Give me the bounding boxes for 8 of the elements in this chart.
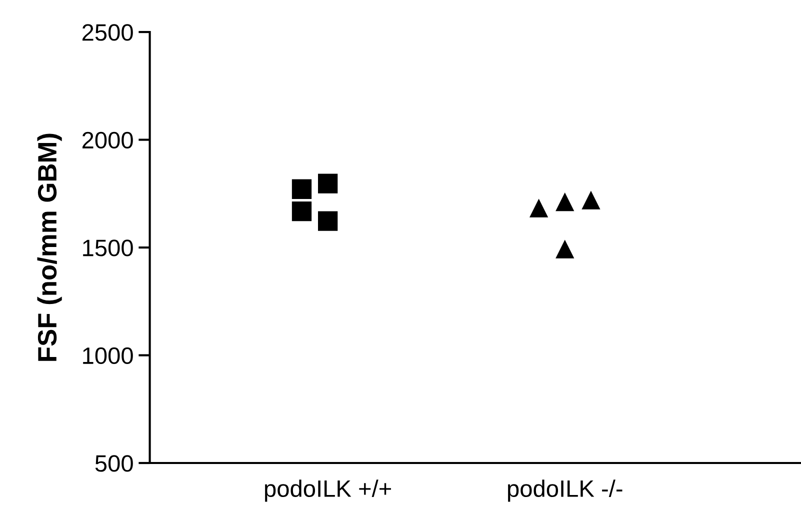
x-tick-label: podoILK -/- xyxy=(508,480,622,502)
y-tick-label: 1000 xyxy=(83,347,133,364)
y-tick-label: 500 xyxy=(95,455,133,472)
y-tick-label: 2500 xyxy=(82,24,133,41)
y-axis-title: FSF (no/mm GBM) xyxy=(37,134,62,361)
y-tick-label: 2000 xyxy=(82,132,133,149)
x-tick-label: podoILK +/+ xyxy=(265,480,391,502)
y-tick-label: 1500 xyxy=(83,240,133,256)
